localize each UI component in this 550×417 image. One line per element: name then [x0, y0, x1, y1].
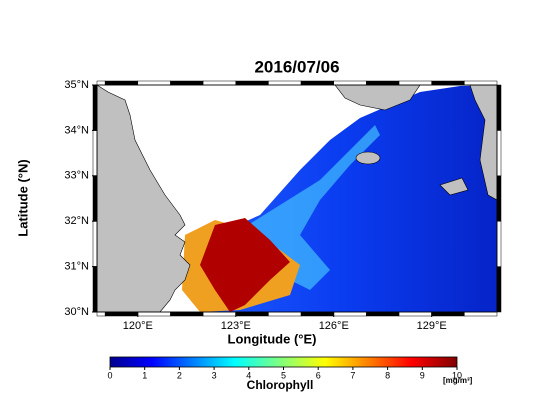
land	[334, 85, 421, 111]
y-axis-label: Latitude (°N)	[15, 159, 30, 236]
frame-segment	[496, 175, 502, 222]
y-tick-label: 35°N	[64, 79, 89, 91]
frame-segment	[235, 80, 269, 86]
frame-segment	[202, 80, 237, 86]
frame-segment	[202, 311, 237, 317]
colorbar-tick-label: 5	[281, 370, 286, 380]
colorbar-tick-label: 3	[212, 370, 217, 380]
frame-segment	[96, 311, 106, 317]
frame-segment	[398, 311, 432, 317]
colorbar	[109, 356, 458, 368]
frame-segment	[366, 311, 400, 317]
x-axis-label: Longitude (°E)	[228, 331, 317, 346]
title: 2016/07/06	[254, 57, 339, 76]
x-tick-label: 120°E	[123, 320, 153, 332]
y-tick-label: 30°N	[64, 306, 89, 318]
frame-segment	[333, 80, 367, 86]
island	[439, 177, 469, 196]
frame-segment	[96, 80, 106, 86]
frame-segment	[398, 80, 432, 86]
map-area	[97, 85, 497, 312]
y-tick-label: 31°N	[64, 261, 89, 273]
colorbar-tick-label: 7	[350, 370, 355, 380]
colorbar-tick-label: 6	[316, 370, 321, 380]
colorbar-tick-label: 8	[385, 370, 390, 380]
colorbar-tick-label: 0	[107, 370, 112, 380]
frame-segment	[170, 311, 204, 317]
x-tick-label: 129°E	[417, 320, 447, 332]
frame-segment	[464, 311, 498, 317]
frame-segment	[431, 311, 465, 317]
frame-segment	[366, 80, 400, 86]
frame-segment	[92, 130, 98, 177]
frame-segment	[104, 311, 139, 317]
frame-segment	[496, 220, 502, 267]
frame-segment	[496, 130, 502, 177]
land	[97, 85, 191, 312]
y-tick-label: 33°N	[64, 170, 89, 182]
frame-segment	[92, 220, 98, 267]
frame-segment	[300, 311, 334, 317]
frame-segment	[170, 80, 204, 86]
colorbar-tick-label: 1	[142, 370, 147, 380]
chlorophyll-very-high	[200, 218, 290, 312]
frame-segment	[137, 80, 171, 86]
frame-segment	[137, 311, 171, 317]
frame-segment	[92, 266, 98, 313]
island	[355, 151, 381, 165]
map-border	[96, 84, 498, 313]
x-tick-label: 123°E	[221, 320, 251, 332]
frame-segment	[92, 175, 98, 222]
frame-segment	[431, 80, 465, 86]
colorbar-tick-label: 4	[246, 370, 251, 380]
colorbar-label: Chlorophyll	[247, 378, 314, 392]
land	[469, 85, 497, 201]
frame-segment	[496, 84, 502, 131]
y-tick-label: 32°N	[64, 215, 89, 227]
y-tick-label: 34°N	[64, 124, 89, 136]
frame-segment	[464, 80, 498, 86]
colorbar-tick-label: 9	[420, 370, 425, 380]
frame-segment	[300, 80, 334, 86]
frame-segment	[268, 311, 302, 317]
frame-segment	[268, 80, 302, 86]
x-tick-label: 126°E	[319, 320, 349, 332]
colorbar-unit: [mg/m³]	[443, 376, 473, 385]
colorbar-tick-label: 10	[452, 370, 462, 380]
frame-segment	[333, 311, 367, 317]
frame-segment	[235, 311, 269, 317]
frame-segment	[496, 266, 502, 313]
colorbar-tick-label: 2	[177, 370, 182, 380]
frame-segment	[92, 84, 98, 131]
frame-segment	[104, 80, 139, 86]
